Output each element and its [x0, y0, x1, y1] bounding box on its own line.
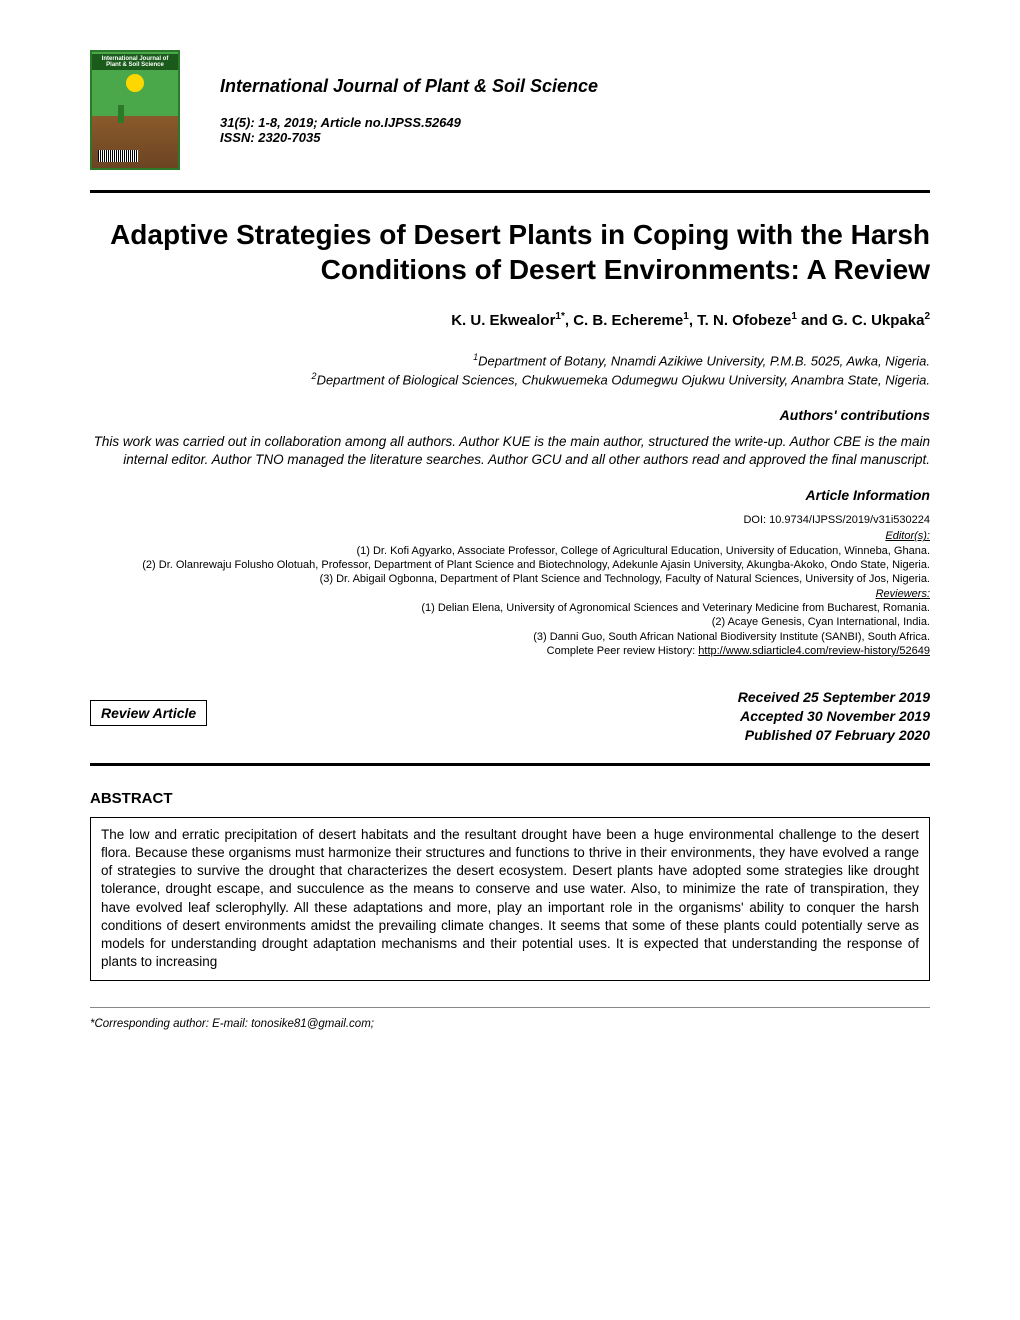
doi-text: DOI: 10.9734/IJPSS/2019/v31i530224 [90, 513, 930, 527]
reviewer-line: (2) Acaye Genesis, Cyan International, I… [90, 615, 930, 629]
journal-issn: ISSN: 2320-7035 [220, 130, 930, 145]
authors-line: K. U. Ekwealor1*, C. B. Echereme1, T. N.… [90, 311, 930, 329]
abstract-label: ABSTRACT [90, 790, 930, 807]
article-meta: 31(5): 1-8, 2019; Article no.IJPSS.52649 [220, 115, 930, 130]
cover-title: International Journal of Plant & Soil Sc… [92, 54, 178, 70]
header-row: International Journal of Plant & Soil Sc… [90, 50, 930, 170]
journal-info: International Journal of Plant & Soil Sc… [220, 76, 930, 145]
article-info-label: Article Information [90, 487, 930, 503]
corresponding-author: *Corresponding author: E-mail: tonosike8… [90, 1018, 930, 1030]
journal-name: International Journal of Plant & Soil Sc… [220, 76, 930, 97]
history-link[interactable]: http://www.sdiarticle4.com/review-histor… [698, 645, 930, 657]
divider-top [90, 190, 930, 193]
dates-block: Received 25 September 2019 Accepted 30 N… [738, 688, 930, 745]
cover-plant-icon [118, 105, 124, 123]
editor-line: (1) Dr. Kofi Agyarko, Associate Professo… [90, 544, 930, 558]
editor-line: (3) Dr. Abigail Ogbonna, Department of P… [90, 572, 930, 586]
divider-mid [90, 763, 930, 766]
article-type-box: Review Article [90, 700, 207, 726]
journal-cover-thumbnail: International Journal of Plant & Soil Sc… [90, 50, 180, 170]
contributions-text: This work was carried out in collaborati… [90, 433, 930, 469]
dates-row: Review Article Received 25 September 201… [90, 688, 930, 745]
abstract-box: The low and erratic precipitation of des… [90, 817, 930, 981]
article-title: Adaptive Strategies of Desert Plants in … [90, 217, 930, 287]
peer-review-history: Complete Peer review History: http://www… [90, 644, 930, 658]
editor-line: (2) Dr. Olanrewaju Folusho Olotuah, Prof… [90, 558, 930, 572]
reviewer-line: (3) Danni Guo, South African National Bi… [90, 630, 930, 644]
cover-barcode-icon [98, 150, 138, 162]
contributions-label: Authors' contributions [90, 407, 930, 423]
received-date: Received 25 September 2019 [738, 688, 930, 707]
affiliations: 1Department of Botany, Nnamdi Azikiwe Un… [90, 351, 930, 389]
reviewers-label: Reviewers: [90, 587, 930, 601]
article-info-block: DOI: 10.9734/IJPSS/2019/v31i530224 Edito… [90, 513, 930, 658]
cover-sun-icon [126, 74, 144, 92]
history-label: Complete Peer review History: [547, 645, 696, 657]
reviewer-line: (1) Delian Elena, University of Agronomi… [90, 601, 930, 615]
accepted-date: Accepted 30 November 2019 [738, 707, 930, 726]
published-date: Published 07 February 2020 [738, 726, 930, 745]
editors-label: Editor(s): [90, 529, 930, 543]
footer-separator [90, 1007, 930, 1008]
